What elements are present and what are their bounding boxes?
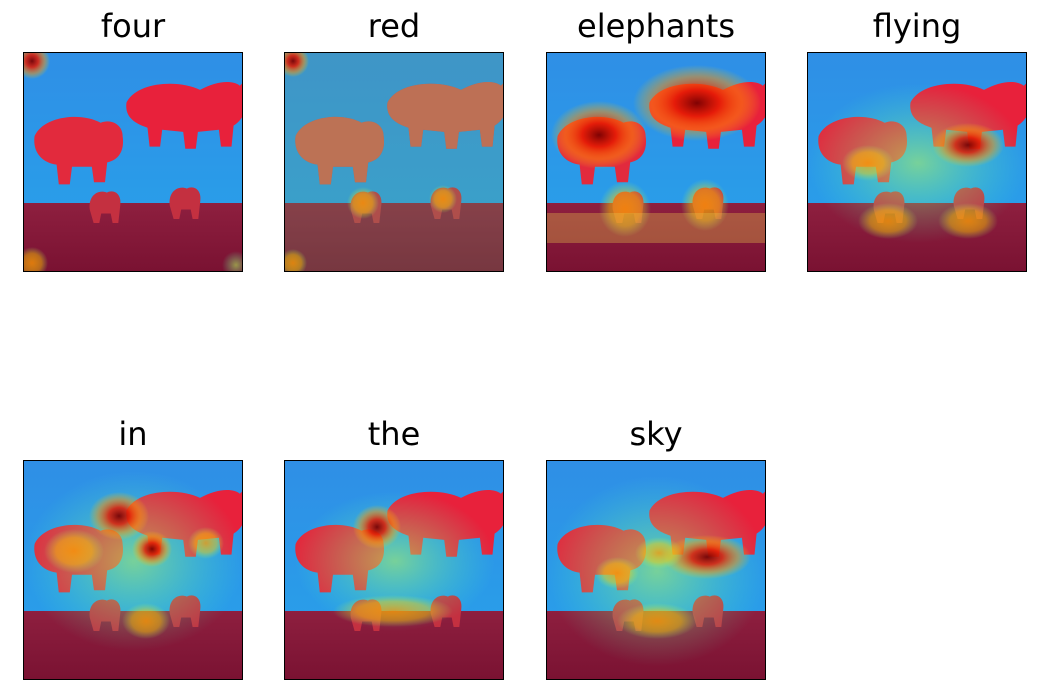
attention-map-image xyxy=(284,460,504,680)
panel-title: the xyxy=(367,415,421,453)
attention-map-image xyxy=(546,460,766,680)
attention-map-image xyxy=(23,52,243,272)
scene-svg xyxy=(285,461,503,679)
panel-title: four xyxy=(100,7,166,45)
attention-map-image xyxy=(23,460,243,680)
panel-title: red xyxy=(367,7,421,45)
scene-svg xyxy=(547,53,765,271)
scene-svg xyxy=(808,53,1026,271)
attention-map-image xyxy=(284,52,504,272)
panel-title: elephants xyxy=(577,7,735,45)
scene-svg xyxy=(547,461,765,679)
scene-svg xyxy=(24,461,242,679)
panel-title: in xyxy=(118,415,148,453)
attention-map-image xyxy=(807,52,1027,272)
attention-map-image xyxy=(546,52,766,272)
scene-svg xyxy=(24,53,242,271)
panel-title: flying xyxy=(872,7,962,45)
panel-title: sky xyxy=(629,415,683,453)
scene-svg xyxy=(285,53,503,271)
